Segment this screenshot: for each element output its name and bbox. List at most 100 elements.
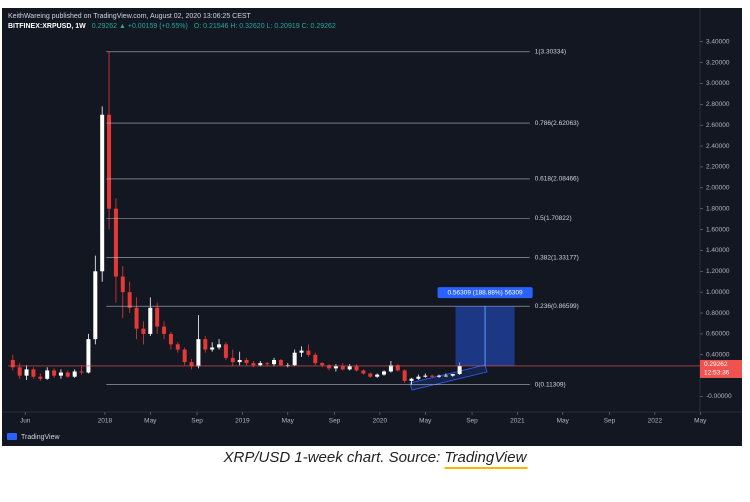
candle-body	[272, 359, 277, 365]
measure-label: 0.56309 (188.88%) 56309	[447, 289, 523, 296]
candle-body	[251, 363, 256, 366]
candle-body	[430, 375, 435, 377]
y-tick-label: 0.80000	[706, 310, 730, 317]
candle-body	[333, 366, 338, 369]
candle-body	[162, 326, 167, 334]
x-tick-label: May	[557, 418, 570, 425]
candle-body	[375, 374, 380, 377]
candle-body	[127, 292, 132, 308]
y-tick-label: 1.40000	[706, 247, 730, 254]
candle-body	[31, 369, 36, 377]
candle-body	[86, 339, 91, 373]
candle-body	[134, 307, 139, 329]
candle-body	[244, 359, 249, 364]
x-tick-label: May	[694, 418, 707, 425]
y-tick-label: 3.00000	[706, 80, 730, 87]
candle-body	[141, 328, 146, 334]
y-tick-label: 2.60000	[706, 122, 730, 129]
candle-body	[168, 333, 173, 345]
x-tick-label: 2022	[648, 418, 663, 425]
candle-body	[278, 359, 283, 366]
candle-body	[450, 374, 455, 376]
caption: XRP/USD 1-week chart. Source: TradingVie…	[223, 449, 528, 466]
x-tick-label: 2020	[373, 418, 388, 425]
quote: 0.29262 ▲ +0.00159 (+0.55%)	[92, 23, 188, 30]
y-tick-label: -0.00000	[706, 393, 732, 400]
candle-body	[223, 344, 228, 358]
x-tick-label: May	[419, 418, 432, 425]
candle-body	[217, 344, 222, 348]
y-tick-label: 0.40000	[706, 351, 730, 358]
y-tick-label: 3.40000	[706, 38, 730, 45]
y-tick-label: 2.40000	[706, 143, 730, 150]
candle-body	[340, 366, 345, 370]
x-tick-label: Sep	[604, 418, 616, 425]
candle-body	[38, 376, 43, 379]
candle-body	[155, 307, 160, 327]
candle-body	[457, 365, 462, 375]
caption-link[interactable]: TradingView	[444, 449, 527, 466]
candle-body	[368, 373, 373, 377]
candle-body	[416, 376, 421, 379]
fib-label: 1(3.30334)	[535, 49, 566, 56]
candle-body	[120, 276, 125, 293]
y-tick-label: 2.20000	[706, 164, 730, 171]
fib-label: 0(0.11309)	[535, 381, 566, 388]
candle-body	[100, 114, 105, 272]
fib-label: 0.786(2.62063)	[535, 120, 579, 127]
candle-body	[327, 365, 332, 369]
x-tick-label: 2021	[510, 418, 525, 425]
candle-body	[258, 363, 263, 366]
candle-body	[79, 371, 84, 373]
candle-body	[265, 363, 270, 365]
candle-body	[45, 370, 50, 379]
fib-label: 0.5(1.70822)	[535, 215, 572, 222]
fib-label: 0.618(2.08466)	[535, 176, 579, 183]
candle-body	[182, 349, 187, 363]
candle-body	[65, 372, 70, 377]
fib-label: 0.382(1.33177)	[535, 254, 579, 261]
candle-body	[354, 366, 359, 371]
candle-body	[395, 365, 400, 371]
y-tick-label: 1.20000	[706, 268, 730, 275]
x-tick-label: May	[144, 418, 157, 425]
y-tick-label: 1.80000	[706, 205, 730, 212]
candle-body	[93, 271, 98, 340]
x-tick-label: May	[282, 418, 295, 425]
candle-body	[210, 347, 215, 350]
chart-panel	[2, 8, 742, 446]
candle-body	[402, 370, 407, 381]
y-tick-label: 1.00000	[706, 289, 730, 296]
x-tick-label: Sep	[466, 418, 478, 425]
last-price-box	[700, 359, 742, 378]
candle-body	[10, 359, 15, 368]
candle-body	[196, 339, 201, 367]
candle-body	[437, 375, 442, 377]
y-tick-label: 0.60000	[706, 331, 730, 338]
logo-icon	[7, 433, 17, 440]
candle-body	[361, 370, 366, 374]
countdown: 12:53:36	[704, 370, 730, 377]
candle-body	[203, 339, 208, 350]
candle-body	[17, 367, 22, 376]
candle-body	[347, 366, 352, 370]
candle-body	[148, 307, 153, 334]
y-tick-label: 2.80000	[706, 101, 730, 108]
candle-body	[72, 371, 77, 377]
candle-body	[299, 350, 304, 353]
caption-text: XRP/USD 1-week chart. Source:	[223, 449, 445, 466]
candle-body	[24, 369, 29, 376]
plot	[10, 52, 462, 385]
y-tick-label: 3.20000	[706, 59, 730, 66]
candle-body	[58, 372, 63, 376]
last-price-label: 0.29262	[704, 361, 728, 368]
candle-body	[423, 375, 428, 377]
y-tick-label: 2.00000	[706, 185, 730, 192]
fib-label: 0.236(0.86599)	[535, 303, 579, 310]
candle-body	[189, 362, 194, 367]
candle-body	[313, 354, 318, 364]
logo-text: TradingView	[21, 434, 60, 441]
x-tick-label: Sep	[329, 418, 341, 425]
header-quote: BITFINEX:XRPUSD, 1W 0.29262 ▲ +0.00159 (…	[8, 23, 336, 30]
